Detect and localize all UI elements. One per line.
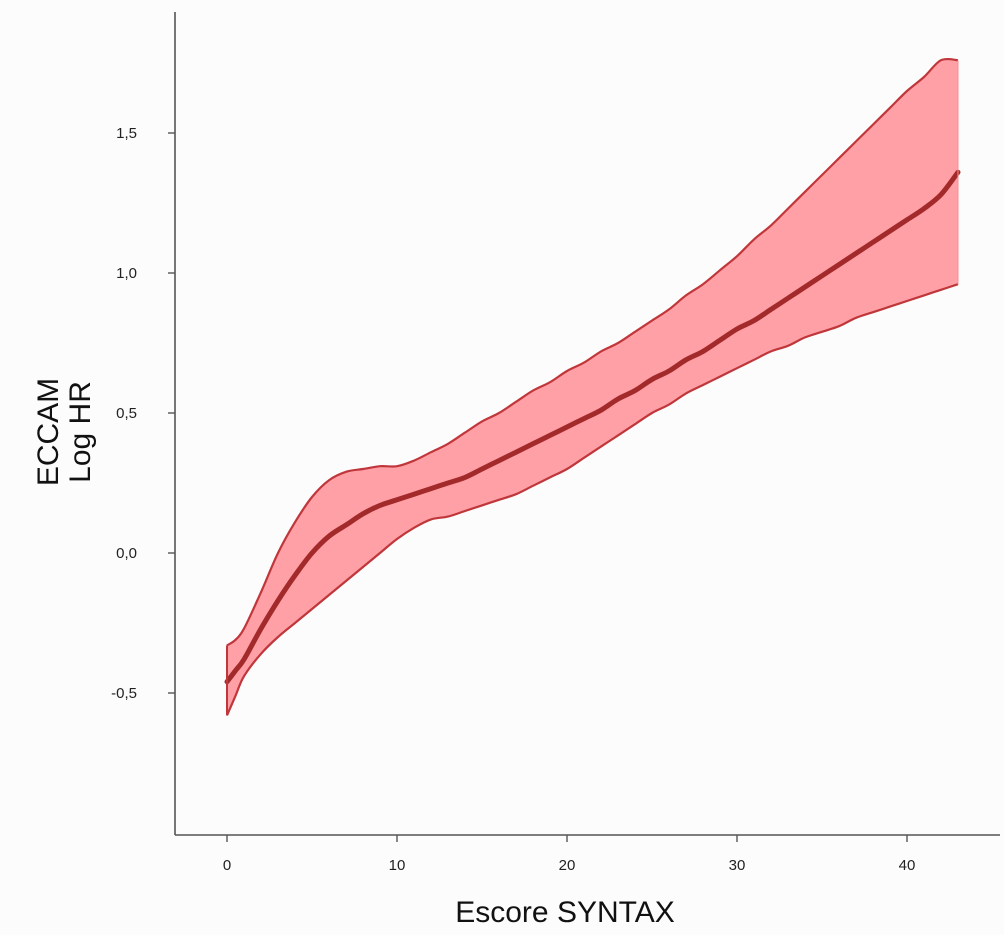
x-tick-label: 10: [389, 857, 406, 874]
x-axis-title: Escore SYNTAX: [455, 896, 675, 929]
y-tick-label: -0,5: [111, 685, 137, 702]
y-tick-label: 0,5: [116, 405, 137, 422]
log-hr-curve: [224, 169, 961, 685]
confidence-upper-edge: [226, 57, 959, 647]
x-tick-label: 40: [899, 857, 916, 874]
y-axis-title-line-2: Log HR: [64, 381, 97, 483]
y-tick-label: 1,5: [116, 125, 137, 142]
confidence-lower-edge: [225, 283, 959, 716]
confidence-band: [227, 58, 958, 716]
axes: -0,5 0,0 0,5 1,0 1,5 0 10 20 30 40: [111, 12, 1000, 874]
y-tick-label: 1,0: [116, 265, 137, 282]
x-tick-label: 0: [223, 857, 231, 874]
y-axis-ticks: -0,5 0,0 0,5 1,0 1,5: [111, 125, 175, 702]
x-tick-label: 20: [559, 857, 576, 874]
y-axis-title-line-1: ECCAM: [32, 378, 65, 486]
plot-area: [224, 57, 961, 716]
y-axis-title: ECCAM Log HR: [32, 378, 97, 486]
y-tick-label: 0,0: [116, 545, 137, 562]
x-axis-ticks: 0 10 20 30 40: [223, 835, 916, 874]
x-tick-label: 30: [729, 857, 746, 874]
